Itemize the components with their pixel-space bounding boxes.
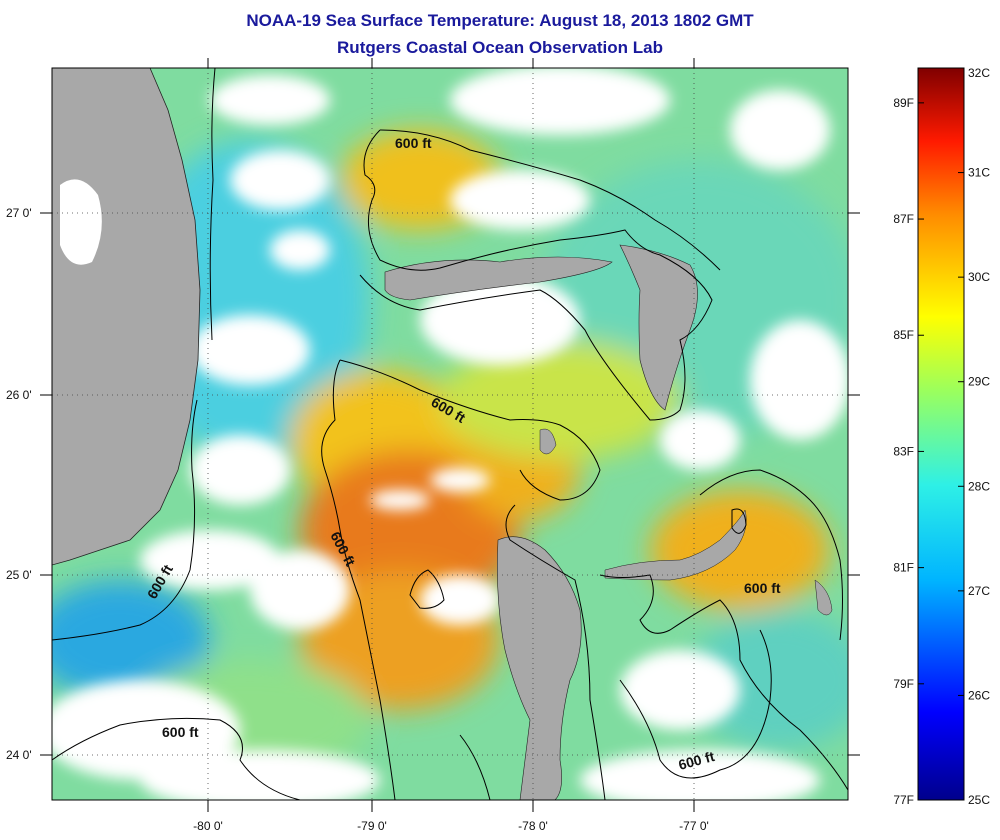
map-subtitle: Rutgers Coastal Ocean Observation Lab <box>337 38 663 57</box>
colorbar-celsius-labels: 32C 31C 30C 29C 28C 27C 26C 25C <box>968 66 990 807</box>
colorbar-fahrenheit-label: 85F <box>893 328 914 342</box>
colorbar-fahrenheit-label: 81F <box>893 561 914 575</box>
map-title: NOAA-19 Sea Surface Temperature: August … <box>246 11 754 30</box>
colorbar-fahrenheit-label: 87F <box>893 212 914 226</box>
lon-tick-label: -80 0' <box>193 819 223 833</box>
lat-tick-label: 26 0' <box>6 388 32 402</box>
isobath-contours <box>52 68 848 800</box>
colorbar-ticks <box>918 67 964 801</box>
lon-tick-label: -78 0' <box>518 819 548 833</box>
colorbar-celsius-label: 30C <box>968 270 990 284</box>
colorbar-fahrenheit-label: 89F <box>893 96 914 110</box>
land-cat-island <box>814 579 833 616</box>
colorbar-celsius-label: 32C <box>968 66 990 80</box>
colorbar-celsius-label: 29C <box>968 375 990 389</box>
colorbar-fahrenheit-labels: 89F 87F 85F 83F 81F 79F 77F <box>893 96 914 807</box>
lat-tick-label: 25 0' <box>6 568 32 582</box>
lon-tick-label: -77 0' <box>679 819 709 833</box>
contour-label: 600 ft <box>744 580 781 596</box>
colorbar-celsius-label: 25C <box>968 793 990 807</box>
land-abaco <box>619 244 698 411</box>
axis-ticks <box>40 58 860 812</box>
lon-tick-label: -79 0' <box>357 819 387 833</box>
lake-okeechobee <box>60 179 102 265</box>
colorbar-fahrenheit-label: 79F <box>893 677 914 691</box>
contour-label: 600 ft <box>395 135 432 151</box>
map-panel: 600 ft 600 ft 600 ft 600 ft 600 ft 600 f… <box>52 68 848 800</box>
contour-label: 600 ft <box>162 724 199 740</box>
colorbar-celsius-label: 26C <box>968 688 990 702</box>
colorbar-fahrenheit-label: 83F <box>893 444 914 458</box>
map-frame <box>51 67 849 801</box>
grid-lines <box>52 68 848 800</box>
colorbar-celsius-label: 27C <box>968 584 990 598</box>
colorbar <box>917 67 965 801</box>
land-eleuthera <box>604 509 747 581</box>
colorbar-fahrenheit-label: 77F <box>893 793 914 807</box>
colorbar-celsius-label: 31C <box>968 166 990 180</box>
land-berry-islands <box>539 428 557 455</box>
lat-tick-label: 24 0' <box>6 748 32 762</box>
colorbar-celsius-label: 28C <box>968 479 990 493</box>
lat-tick-label: 27 0' <box>6 206 32 220</box>
